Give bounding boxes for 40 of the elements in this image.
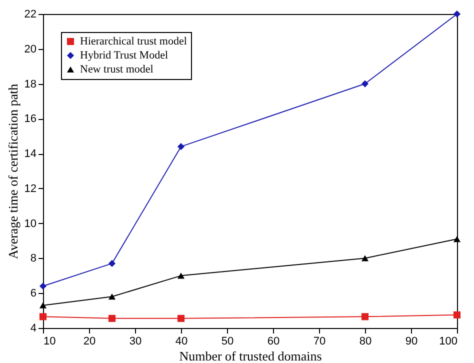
x-tick-label: 40	[175, 336, 188, 348]
legend-label: New trust model	[80, 64, 154, 76]
legend-label: Hierarchical trust model	[80, 36, 187, 48]
legend-label: Hybrid Trust Model	[80, 50, 168, 62]
point	[453, 236, 461, 242]
y-tick-label: 20	[24, 43, 36, 56]
point	[361, 255, 369, 262]
x-tick-label: 50	[221, 336, 234, 348]
y-tick-label: 12	[24, 182, 36, 195]
x-tick-label: 100	[439, 336, 458, 348]
y-tick-label: 14	[24, 148, 36, 160]
x-axis-title: Number of trusted domains	[179, 348, 322, 363]
point	[39, 282, 47, 290]
point	[108, 294, 116, 300]
point	[453, 10, 461, 18]
y-tick-label: 18	[24, 78, 36, 90]
point	[108, 260, 116, 267]
point	[108, 314, 116, 322]
point	[39, 302, 47, 308]
x-tick-label: 70	[313, 336, 326, 348]
point	[361, 313, 369, 320]
point	[361, 80, 369, 88]
y-tick-label: 22	[24, 8, 36, 20]
y-axis-title: Average time of certification path	[5, 83, 20, 260]
x-tick-label: 90	[405, 336, 418, 348]
y-tick-label: 6	[30, 288, 36, 300]
x-tick-label: 30	[129, 336, 142, 348]
point	[39, 313, 47, 320]
y-tick-label: 10	[24, 218, 36, 230]
point	[453, 311, 461, 318]
x-tick-label: 80	[359, 336, 372, 348]
x-tick-label: 20	[83, 336, 96, 348]
point	[177, 272, 185, 279]
y-tick-label: 4	[30, 322, 36, 334]
y-tick-label: 8	[30, 252, 36, 265]
point	[177, 314, 185, 322]
x-tick-label: 60	[267, 336, 280, 348]
point	[177, 143, 185, 150]
x-tick-label: 10	[44, 336, 56, 348]
y-tick-label: 16	[24, 113, 36, 126]
